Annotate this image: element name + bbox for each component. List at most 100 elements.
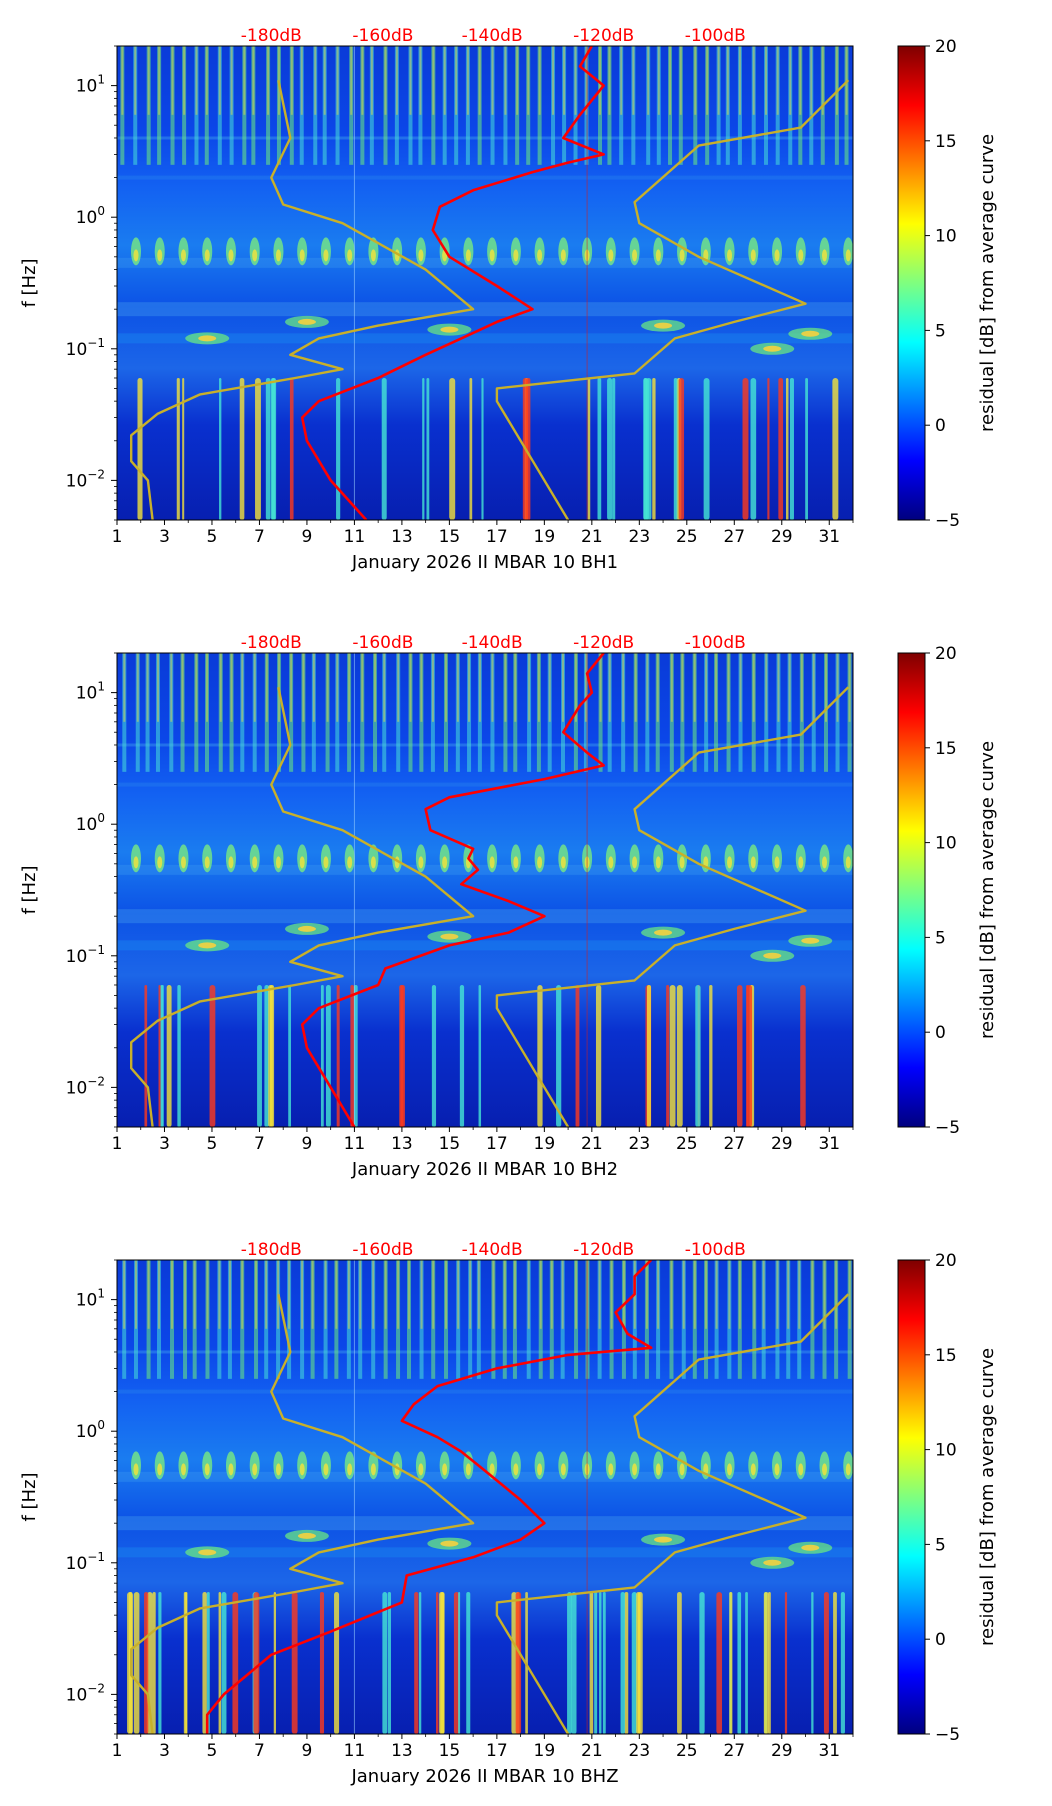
y-axis-label: f [Hz]: [19, 865, 40, 914]
daily-streak-core: [431, 653, 434, 722]
x-tick-label: 11: [344, 1134, 366, 1154]
daily-streak-core: [762, 1260, 765, 1329]
daily-streak-core: [253, 653, 256, 722]
y-tick-base: 10: [76, 77, 98, 97]
colorbar-label: residual [dB] from average curve: [977, 134, 998, 432]
daily-streak-core: [514, 653, 517, 722]
microseism-blob-core: [537, 1463, 543, 1476]
daily-streak: [240, 653, 245, 772]
daily-streak: [705, 46, 710, 165]
microseism-blob-core: [489, 856, 495, 869]
daily-streak-core: [300, 46, 303, 115]
colorbar-tick-label: 10: [935, 227, 957, 247]
daily-streak: [678, 46, 683, 165]
x-tick-label: 25: [676, 1741, 698, 1761]
storm-patch-core: [763, 1559, 782, 1566]
daily-streak: [680, 653, 685, 772]
spectrogram-1: [117, 46, 853, 520]
storm-patch-core: [801, 1544, 820, 1551]
daily-streak: [621, 1260, 626, 1379]
daily-streak: [310, 1260, 315, 1379]
median-psd-curve: [205, 1260, 653, 1734]
microseism-blob-core: [513, 1463, 519, 1476]
microseism-blob-core: [750, 249, 756, 262]
event-spindle: [652, 377, 656, 520]
daily-streak-core: [156, 653, 159, 722]
daily-streak: [135, 653, 140, 772]
microseism-blob-core: [442, 1463, 448, 1476]
db-tick-label: -140dB: [462, 1240, 523, 1260]
microseism-blob-core: [750, 1463, 756, 1476]
y-tick-exponent: −1: [87, 943, 105, 957]
event-spindle: [805, 377, 808, 520]
event-spindle: [449, 377, 456, 520]
microseism-blob-core: [489, 249, 495, 262]
event-spindle: [218, 1591, 222, 1734]
microseism-blob-core: [560, 1463, 566, 1476]
daily-streak: [183, 1260, 188, 1379]
microseism-blob-core: [204, 1463, 210, 1476]
event-spindle: [669, 984, 676, 1127]
x-tick-label: 31: [818, 1741, 840, 1761]
daily-streak: [787, 653, 792, 772]
daily-streak: [218, 653, 223, 772]
daily-streak: [726, 653, 731, 772]
daily-streak-core: [432, 46, 435, 115]
x-tick-label: 5: [207, 1134, 218, 1154]
daily-streak-core: [466, 46, 469, 115]
daily-streak: [490, 653, 495, 772]
event-spindle: [785, 377, 789, 520]
daily-streak-core: [336, 46, 339, 115]
daily-streak-core: [350, 46, 353, 115]
event-spindle: [745, 1591, 748, 1734]
daily-streak: [693, 46, 698, 165]
microseism-blob-core: [180, 856, 186, 869]
daily-streak-core: [812, 653, 815, 722]
microseism-blob-core: [655, 249, 661, 262]
db-tick-label: -120dB: [573, 26, 634, 46]
daily-streak: [583, 653, 588, 772]
noise-band: [117, 1516, 853, 1531]
event-spindle: [778, 377, 784, 520]
microseism-blob-core: [774, 1463, 780, 1476]
daily-streak-core: [443, 46, 446, 115]
daily-streak-core: [290, 653, 293, 722]
event-spindle: [602, 1591, 606, 1734]
y-tick-exponent: −1: [87, 336, 105, 350]
daily-streak: [573, 46, 578, 165]
daily-streak: [217, 1260, 222, 1379]
microseism-blob-core: [655, 1463, 661, 1476]
event-spindle: [144, 1591, 149, 1734]
x-tick-label: 25: [676, 1134, 698, 1154]
event-spindle: [643, 377, 649, 520]
daily-streak: [502, 1260, 507, 1379]
daily-streak-core: [384, 1260, 387, 1329]
daily-streak: [847, 653, 852, 772]
colorbar-tick-label: −5: [935, 1725, 960, 1745]
storm-patch-core: [763, 345, 782, 352]
event-spindle: [418, 1591, 422, 1734]
daily-streak-core: [372, 1260, 375, 1329]
y-tick-base: 10: [76, 208, 98, 228]
microseism-blob-core: [750, 856, 756, 869]
microseism-blob-core: [537, 856, 543, 869]
spectrogram-background: [117, 46, 853, 520]
daily-streak-core: [598, 1260, 601, 1329]
microseism-blob-core: [608, 1463, 614, 1476]
nhnm-curve: [495, 686, 850, 1127]
daily-streak: [834, 46, 839, 165]
microseism-blob-core: [774, 249, 780, 262]
microseism-blob-core: [157, 1463, 163, 1476]
storm-patch-core: [198, 1549, 217, 1556]
event-spindle: [182, 377, 185, 520]
daily-streak: [227, 1260, 232, 1379]
daily-streak: [251, 46, 256, 165]
db-tick-label: -100dB: [685, 1240, 746, 1260]
daily-streak-core: [799, 46, 802, 115]
event-spindle: [703, 377, 710, 520]
event-spindle: [440, 1591, 445, 1734]
event-spindle: [599, 1591, 602, 1734]
daily-streak: [264, 653, 269, 772]
daily-streak-core: [478, 46, 481, 115]
